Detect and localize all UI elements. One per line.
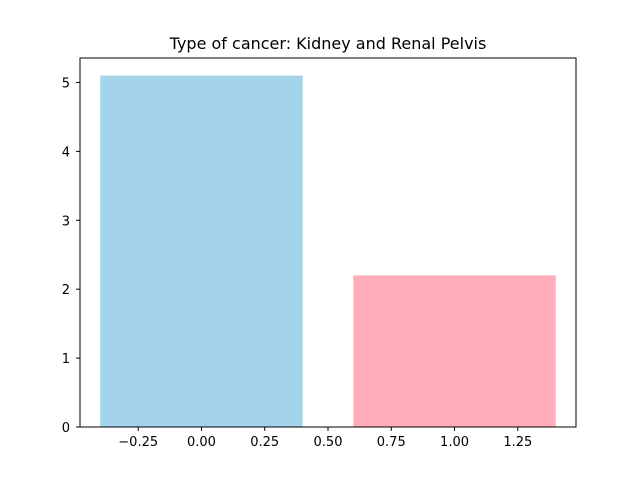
x-axis-ticks: −0.25 0.00 0.25 0.50 0.75 1.00 1.25 — [118, 427, 532, 450]
y-tick-label: 5 — [62, 76, 70, 91]
x-tick-label: 0.00 — [187, 435, 216, 450]
y-tick-label: 0 — [62, 421, 70, 436]
x-tick-label: −0.25 — [118, 435, 158, 450]
x-tick-label: 0.75 — [377, 435, 406, 450]
y-tick-label: 3 — [62, 214, 70, 229]
plot-area-frame — [79, 57, 577, 428]
x-tick-label: 1.00 — [440, 435, 469, 450]
x-tick-label: 0.25 — [250, 435, 279, 450]
y-tick-label: 4 — [62, 145, 70, 160]
x-tick-label: 1.25 — [503, 435, 532, 450]
y-tick-label: 1 — [62, 352, 70, 367]
y-axis-ticks: 0 1 2 3 4 5 — [62, 76, 80, 436]
y-tick-label: 2 — [62, 283, 70, 298]
bar-0 — [100, 75, 303, 428]
x-tick-label: 0.50 — [314, 435, 343, 450]
bars-layer — [100, 75, 556, 428]
chart-title: Type of cancer: Kidney and Renal Pelvis — [169, 34, 487, 53]
bar-1 — [353, 275, 556, 427]
